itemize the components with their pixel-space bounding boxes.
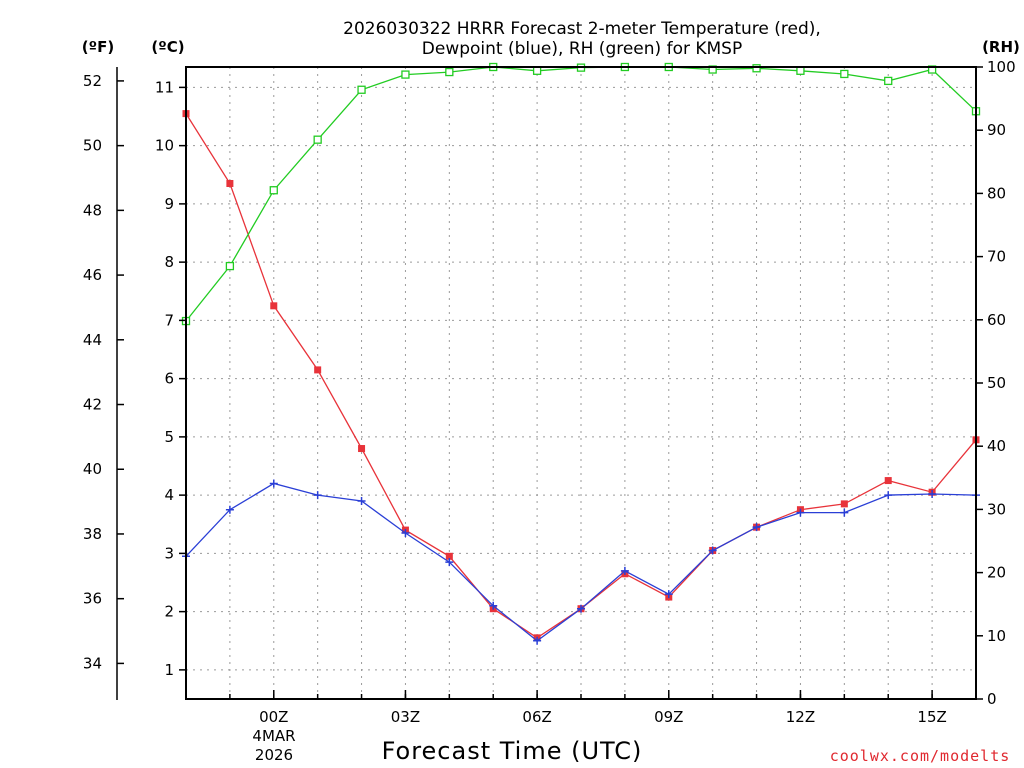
rh-tick-label-50: 50 [987,374,1006,392]
dewpoint-point-7 [489,601,498,610]
relative-humidity-point-5 [401,70,410,79]
credit-label: coolwx.com/modelts [830,747,1011,765]
celsius-tick-label-8: 8 [164,253,174,271]
x-tick-label-00Z: 00Z [259,708,288,726]
dewpoint-point-5 [401,528,410,537]
dewpoint-point-17 [928,489,937,498]
x-tick-label-09Z: 09Z [654,708,683,726]
dewpoint-point-16 [884,491,893,500]
temperature-point-3 [314,366,322,374]
celsius-tick-label-10: 10 [155,137,174,155]
relative-humidity-point-2 [269,186,278,195]
celsius-tick-label-5: 5 [164,428,174,446]
fahrenheit-tick-label-52: 52 [83,72,102,90]
dewpoint-point-15 [840,508,849,517]
celsius-tick-label-9: 9 [164,195,174,213]
rh-tick-label-80: 80 [987,184,1006,202]
fahrenheit-tick-label-36: 36 [83,590,102,608]
rh-tick-label-70: 70 [987,248,1006,266]
dewpoint-line [185,482,977,642]
dewpoint-point-12 [708,546,717,555]
rh-tick-label-100: 100 [987,58,1016,76]
fahrenheit-tick-label-40: 40 [83,460,102,478]
rh-tick-label-90: 90 [987,121,1006,139]
dewpoint-point-6 [445,558,454,567]
celsius-tick-label-1: 1 [164,661,174,679]
celsius-tick-label-11: 11 [155,78,174,96]
relative-humidity-point-14 [796,66,805,75]
fahrenheit-tick-label-50: 50 [83,137,102,155]
celsius-tick-label-4: 4 [164,486,174,504]
dewpoint-point-4 [357,496,366,505]
rh-tick-label-10: 10 [987,627,1006,645]
relative-humidity-point-4 [357,85,366,94]
x-tick-label-12Z: 12Z [786,708,815,726]
celsius-tick-label-3: 3 [164,544,174,562]
celsius-tick-label-2: 2 [164,603,174,621]
temperature-point-6 [445,552,453,560]
rh-tick-label-20: 20 [987,564,1006,582]
fahrenheit-tick-label-44: 44 [83,331,102,349]
rh-tick-label-30: 30 [987,500,1006,518]
dewpoint-series [182,479,980,645]
date-label-year: 2026 [255,746,293,764]
date-label-day: 4MAR [252,727,295,745]
text-layer: 2026030322 HRRR Forecast 2-meter Tempera… [82,19,1020,765]
fahrenheit-tick-label-46: 46 [83,266,102,284]
relative-humidity-point-3 [313,135,322,144]
temperature-point-4 [358,445,366,453]
relative-humidity-point-15 [840,69,849,79]
celsius-tick-label-7: 7 [164,311,174,329]
dewpoint-point-8 [533,636,542,645]
dewpoint-point-9 [577,604,585,613]
rh-tick-label-60: 60 [987,311,1006,329]
dewpoint-point-11 [664,590,673,599]
x-tick-label-15Z: 15Z [917,708,946,726]
dewpoint-point-13 [752,523,761,532]
x-tick-label-03Z: 03Z [391,708,420,726]
relative-humidity-point-6 [445,67,454,77]
dewpoint-point-2 [269,479,278,488]
fahrenheit-tick-label-34: 34 [83,654,102,672]
relative-humidity-point-13 [752,64,761,73]
celsius-tick-label-6: 6 [164,370,174,388]
temperature-point-16 [884,477,892,485]
dewpoint-point-10 [620,566,629,575]
relative-humidity-point-1 [225,261,235,271]
dewpoint-point-1 [225,505,234,514]
x-axis-label: Forecast Time (UTC) [382,737,643,765]
fahrenheit-unit-label: (ºF) [82,38,114,56]
temperature-point-15 [840,500,848,508]
dewpoint-point-3 [313,491,322,500]
chart-title-line2: Dewpoint (blue), RH (green) for KMSP [422,39,742,59]
fahrenheit-tick-label-48: 48 [83,201,102,219]
fahrenheit-tick-label-42: 42 [83,396,102,414]
rh-tick-label-0: 0 [987,690,997,708]
relative-humidity-point-8 [532,66,542,75]
relative-humidity-point-16 [884,76,893,86]
temperature-point-1 [226,179,234,187]
chart-title-line1: 2026030322 HRRR Forecast 2-meter Tempera… [343,19,821,39]
rh-unit-label: (RH) [982,38,1020,56]
x-tick-label-06Z: 06Z [522,708,551,726]
fahrenheit-tick-label-38: 38 [83,525,102,543]
axes-layer: 1234567891011343638404244464850520102030… [83,58,1016,726]
dewpoint-point-14 [796,508,805,517]
rh-tick-label-40: 40 [987,437,1006,455]
celsius-unit-label: (ºC) [151,38,184,56]
temperature-point-2 [270,302,278,310]
grid-layer [186,67,976,699]
